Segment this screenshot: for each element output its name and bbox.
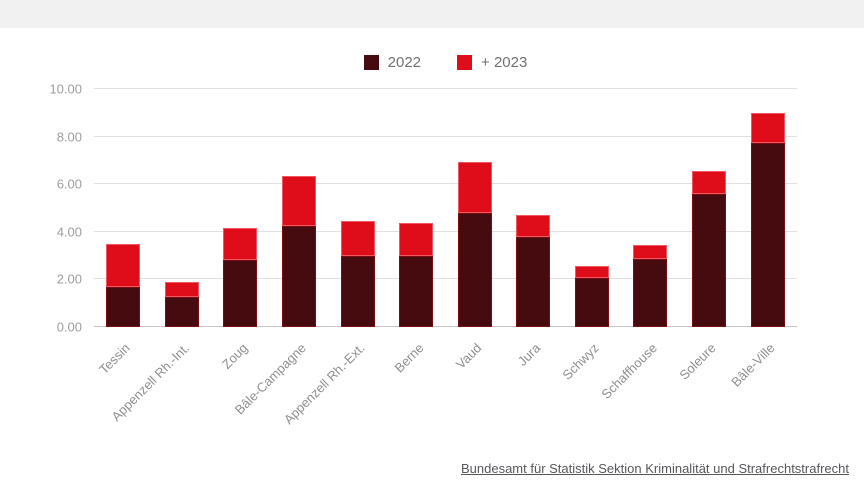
y-tick-label: 4.00	[56, 224, 82, 240]
bar-segment-2023[interactable]	[633, 244, 668, 260]
bar-segment-2023[interactable]	[399, 223, 434, 256]
bar-segment-2022[interactable]	[164, 297, 199, 327]
legend-label: + 2023	[481, 53, 528, 71]
gridline	[94, 230, 797, 232]
bar-segment-2022[interactable]	[223, 260, 258, 327]
plot-area	[94, 88, 797, 327]
gridline	[94, 326, 797, 327]
gridline	[94, 278, 797, 280]
bar-Appenzell Rh.-Int.[interactable]	[153, 89, 212, 327]
bar-segment-2023[interactable]	[750, 112, 785, 143]
y-tick-label: 10.00	[49, 81, 82, 97]
bar-segment-2022[interactable]	[399, 255, 434, 327]
bar-Tessin[interactable]	[94, 89, 153, 327]
legend-swatch-icon	[363, 54, 379, 70]
y-tick-label: 2.00	[56, 271, 82, 287]
x-tick-label: Tessin	[96, 340, 134, 377]
y-tick-label: 0.00	[56, 319, 82, 335]
y-axis-labels: 0.00 2.00 4.00 6.00 8.00 10.00	[0, 83, 82, 334]
x-tick-label: Schwyz	[559, 340, 602, 383]
x-tick-label: Jura	[514, 340, 544, 369]
bar-Schaffhouse[interactable]	[621, 89, 680, 327]
bar-segment-2022[interactable]	[633, 259, 668, 327]
bar-segment-2022[interactable]	[340, 255, 375, 327]
bar-Vaud[interactable]	[445, 89, 504, 327]
y-tick-label: 6.00	[56, 176, 82, 192]
bar-segment-2023[interactable]	[457, 161, 492, 213]
legend-item-2022: 2022	[363, 53, 422, 71]
chart-legend: 2022 + 2023	[94, 52, 797, 72]
bar-Soleure[interactable]	[680, 89, 739, 327]
bar-segment-2023[interactable]	[164, 281, 199, 298]
x-tick-label: Soleure	[676, 340, 720, 383]
bar-segment-2022[interactable]	[750, 142, 785, 327]
bar-Bâle-Campagne[interactable]	[270, 89, 329, 327]
bar-segment-2023[interactable]	[692, 171, 727, 194]
bars	[94, 89, 797, 327]
bar-Jura[interactable]	[504, 89, 563, 327]
bar-segment-2023[interactable]	[223, 228, 258, 261]
bar-segment-2022[interactable]	[457, 212, 492, 327]
bar-segment-2023[interactable]	[516, 215, 551, 237]
x-tick-label: Zoug	[218, 340, 251, 372]
bar-segment-2022[interactable]	[106, 286, 141, 327]
source-link[interactable]: Bundesamt für Statistik Sektion Kriminal…	[460, 461, 849, 476]
gridline	[94, 135, 797, 137]
legend-item-2023: + 2023	[457, 53, 528, 71]
bar-Schwyz[interactable]	[563, 89, 622, 327]
bar-segment-2022[interactable]	[692, 193, 727, 327]
bar-segment-2023[interactable]	[574, 266, 609, 279]
bar-segment-2023[interactable]	[106, 243, 141, 287]
x-tick-label: Schaffhouse	[598, 340, 661, 402]
x-tick-label: Berne	[390, 340, 427, 376]
bar-segment-2022[interactable]	[516, 236, 551, 327]
bar-Bâle-Ville[interactable]	[738, 89, 797, 327]
bar-segment-2022[interactable]	[282, 225, 317, 327]
legend-label: 2022	[387, 53, 422, 71]
x-tick-label: Bâle-Ville	[728, 340, 778, 390]
top-band	[0, 0, 864, 28]
x-axis-labels: Tessin Appenzell Rh.-Int. Zoug Bâle-Campagn…	[94, 335, 797, 445]
bar-segment-2023[interactable]	[340, 221, 375, 256]
legend-swatch-icon	[457, 54, 473, 70]
bar-Zoug[interactable]	[211, 89, 270, 327]
bar-Appenzell Rh.-Ext.[interactable]	[328, 89, 387, 327]
bar-segment-2023[interactable]	[282, 175, 317, 226]
bar-segment-2022[interactable]	[574, 278, 609, 327]
gridline	[94, 88, 797, 89]
gridline	[94, 183, 797, 185]
x-tick-label: Vaud	[453, 340, 485, 372]
y-tick-label: 8.00	[56, 129, 82, 145]
bar-Berne[interactable]	[387, 89, 446, 327]
